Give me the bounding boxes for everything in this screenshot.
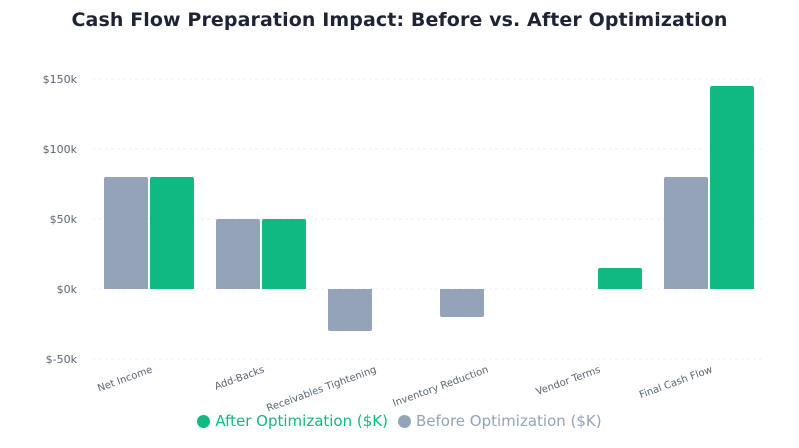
x-tick-label: Vendor Terms — [535, 364, 602, 398]
x-tick-label: Inventory Reduction — [391, 364, 490, 409]
x-tick-label: Receivables Tightening — [265, 364, 378, 414]
y-tick-label: $150k — [43, 73, 78, 86]
x-tick-label: Final Cash Flow — [638, 364, 714, 401]
x-axis-ticks: Net Income Add-Backs Receivables Tightenin… — [96, 364, 714, 414]
y-tick-label: $100k — [43, 143, 78, 156]
bar-before[interactable] — [328, 289, 372, 331]
y-tick-label: $50k — [50, 213, 78, 226]
y-tick-label: $-50k — [46, 353, 78, 366]
bars — [104, 86, 754, 331]
bar-after[interactable] — [598, 268, 642, 289]
bar-after[interactable] — [710, 86, 754, 289]
bar-after[interactable] — [262, 219, 306, 289]
bar-before[interactable] — [440, 289, 484, 317]
legend-label: Before Optimization ($K) — [415, 412, 602, 430]
bar-before[interactable] — [664, 177, 708, 289]
legend-swatch — [197, 414, 211, 428]
legend-item-before[interactable]: Before Optimization ($K) — [397, 412, 602, 430]
y-axis-ticks: $-50k $0k $50k $100k $150k — [43, 73, 78, 366]
bar-before[interactable] — [104, 177, 148, 289]
x-tick-label: Add-Backs — [213, 364, 266, 392]
x-tick-label: Net Income — [96, 364, 154, 394]
grid-lines — [93, 78, 765, 360]
y-tick-label: $0k — [57, 283, 78, 296]
legend-label: After Optimization ($K) — [215, 412, 388, 430]
chart-title: Cash Flow Preparation Impact: Before vs.… — [71, 9, 728, 31]
bar-before[interactable] — [216, 219, 260, 289]
bar-after[interactable] — [150, 177, 194, 289]
legend: After Optimization ($K) Before Optimizati… — [0, 412, 799, 430]
legend-swatch — [397, 414, 411, 428]
legend-item-after[interactable]: After Optimization ($K) — [197, 412, 388, 430]
